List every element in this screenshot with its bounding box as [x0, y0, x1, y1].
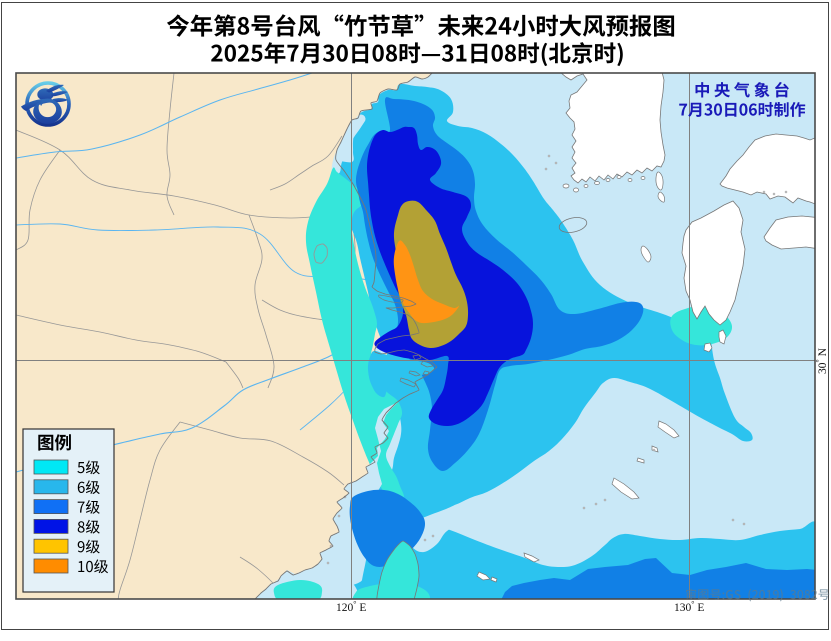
svg-text:130° E: 130° E: [674, 600, 704, 615]
svg-text:120° E: 120° E: [336, 600, 366, 615]
svg-text:30° N: 30° N: [815, 347, 830, 374]
